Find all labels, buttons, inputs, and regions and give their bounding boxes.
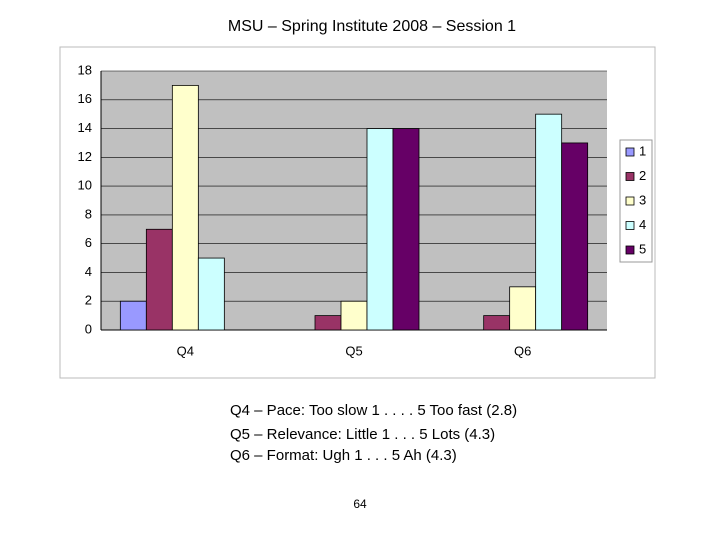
x-tick-label: Q5: [345, 343, 362, 358]
legend-swatch: [625, 196, 635, 206]
y-tick-label: 4: [85, 264, 92, 279]
legend-label: 5: [639, 241, 646, 256]
page-number: 64: [353, 497, 367, 511]
bar: [366, 128, 394, 331]
bar: [171, 84, 199, 331]
bar: [314, 315, 342, 331]
legend-label: 4: [639, 217, 646, 232]
chart-title: MSU – Spring Institute 2008 – Session 1: [228, 18, 516, 35]
bar: [119, 300, 147, 331]
annotation: Q4 – Pace: Too slow 1 . . . . 5 Too fast…: [230, 402, 517, 419]
y-tick-label: 14: [78, 120, 92, 135]
legend-swatch: [625, 221, 635, 230]
legend-label: 3: [639, 192, 646, 207]
legend-swatch: [625, 245, 635, 255]
y-tick-label: 6: [85, 235, 92, 250]
y-tick-label: 12: [78, 149, 92, 164]
legend-swatch: [625, 147, 635, 157]
legend-label: 2: [639, 168, 646, 183]
y-tick-label: 10: [78, 178, 92, 193]
y-tick-label: 18: [78, 62, 92, 77]
bar: [340, 300, 368, 331]
x-tick-label: Q4: [177, 343, 194, 358]
y-tick-label: 16: [78, 91, 92, 106]
y-tick-label: 0: [85, 321, 92, 336]
bar: [509, 286, 537, 331]
y-tick-label: 2: [85, 293, 92, 308]
legend-swatch: [625, 172, 635, 181]
x-tick-label: Q6: [514, 343, 531, 358]
bar: [197, 257, 225, 331]
legend-box: [619, 139, 653, 263]
bar: [145, 228, 173, 331]
bar: [392, 128, 420, 331]
bar: [483, 315, 511, 331]
annotation: Q6 – Format: Ugh 1 . . . 5 Ah (4.3): [230, 447, 457, 464]
bar: [535, 113, 563, 331]
y-tick-label: 8: [85, 206, 92, 221]
legend-label: 1: [639, 143, 646, 158]
bar: [561, 142, 589, 331]
annotation: Q5 – Relevance: Little 1 . . . 5 Lots (4…: [230, 426, 495, 443]
